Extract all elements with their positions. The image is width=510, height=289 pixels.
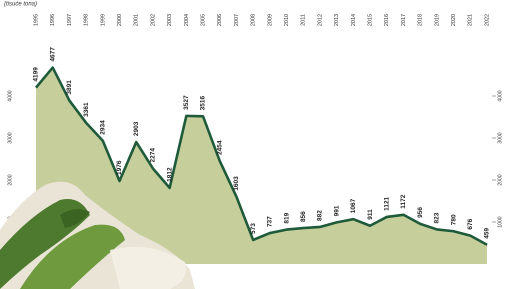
value-label: 2903 — [133, 121, 140, 136]
y-tick-label: 3000 — [7, 132, 13, 143]
value-label: 676 — [467, 218, 474, 229]
value-label: 1603 — [233, 176, 240, 191]
chart-subtitle: (tisuće tona) — [4, 2, 37, 8]
value-label: 573 — [250, 223, 257, 234]
x-tick-label: 2018 — [418, 14, 424, 26]
value-label: 780 — [450, 214, 457, 225]
value-label: 2274 — [150, 148, 157, 163]
x-tick-label: 1995 — [33, 14, 39, 26]
value-label: 956 — [417, 207, 424, 218]
x-tick-label: 2002 — [150, 14, 156, 26]
y-tick-label-right: 4000 — [497, 90, 503, 101]
x-tick-label: 1997 — [67, 14, 73, 26]
x-tick-label: 2004 — [184, 14, 190, 26]
y-tick-label-right: 3000 — [497, 132, 503, 143]
x-tick-label: 2014 — [351, 14, 357, 26]
chart: (tisuće tona) 10001000200020003000300040… — [0, 0, 510, 289]
value-label: 1172 — [400, 194, 407, 208]
value-label: 911 — [367, 209, 374, 220]
x-tick-label: 2015 — [368, 14, 374, 26]
x-tick-label: 1999 — [100, 14, 106, 26]
value-label: 4199 — [33, 67, 40, 82]
x-tick-label: 2021 — [468, 14, 474, 26]
x-tick-label: 2008 — [251, 14, 257, 26]
y-tick-label: 4000 — [7, 90, 13, 101]
x-tick-label: 2006 — [217, 14, 223, 26]
x-tick-label: 2001 — [134, 14, 140, 26]
y-tick-label: 2000 — [7, 174, 13, 185]
x-tick-label: 1996 — [50, 14, 56, 26]
value-label: 3527 — [183, 95, 190, 110]
value-label: 3361 — [83, 102, 90, 117]
value-label: 459 — [484, 227, 491, 238]
y-tick-label-right: 2000 — [497, 174, 503, 185]
value-label: 1976 — [116, 160, 123, 175]
x-tick-label: 2000 — [117, 14, 123, 26]
value-label: 3516 — [200, 95, 207, 110]
x-tick-label: 2016 — [384, 14, 390, 26]
x-tick-label: 2020 — [451, 14, 457, 26]
x-tick-label: 2017 — [401, 14, 407, 26]
value-label: 1812 — [166, 167, 173, 182]
value-label: 991 — [333, 205, 340, 216]
page: {"chart_data":{"type":"area","subtitle":… — [0, 0, 510, 289]
x-tick-label: 2009 — [267, 14, 273, 26]
x-tick-label: 2019 — [434, 14, 440, 26]
value-label: 2454 — [216, 140, 223, 155]
x-tick-label: 2012 — [317, 14, 323, 26]
x-tick-label: 2003 — [167, 14, 173, 26]
x-tick-label: 2013 — [334, 14, 340, 26]
value-label: 882 — [317, 210, 324, 221]
value-label: 4677 — [49, 47, 56, 62]
x-tick-label: 2022 — [484, 14, 490, 26]
x-tick-label: 2005 — [200, 14, 206, 26]
x-tick-label: 1998 — [84, 14, 90, 26]
x-tick-label: 2007 — [234, 14, 240, 26]
value-label: 819 — [283, 212, 290, 223]
x-tick-label: 2010 — [284, 14, 290, 26]
value-label: 856 — [300, 211, 307, 222]
value-label: 2934 — [100, 120, 107, 135]
value-label: 1121 — [383, 196, 390, 210]
x-tick-label: 2011 — [301, 14, 307, 26]
value-label: 3891 — [66, 80, 73, 95]
y-tick-label-right: 1000 — [497, 216, 503, 227]
value-label: 1067 — [350, 198, 357, 213]
value-label: 823 — [434, 212, 441, 223]
value-label: 737 — [267, 216, 274, 227]
